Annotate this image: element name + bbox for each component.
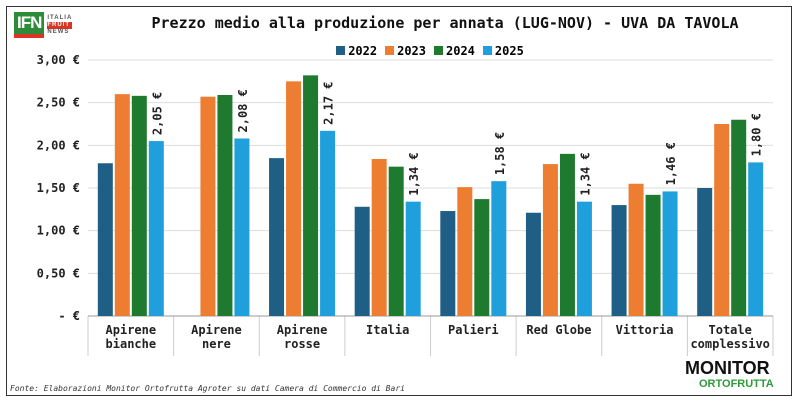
legend: 2022 2023 2024 2025 [0,44,800,58]
legend-swatch [385,46,395,55]
bar-2022-5 [525,212,541,316]
legend-swatch [336,46,346,55]
data-label: 1,80 € [750,113,764,156]
data-label: 1,34 € [407,152,421,195]
y-tick-label: 3,00 € [37,53,80,67]
x-tick-label: Apirene [277,323,328,337]
bar-2024-6 [645,194,661,316]
bar-2022-2 [269,158,285,316]
bar-2023-0 [114,94,130,316]
bar-2023-7 [714,124,730,316]
x-tick-label: Apirene [191,323,242,337]
x-tick-label: Italia [366,323,409,337]
legend-label: 2025 [494,44,524,58]
bar-2025-2 [320,130,336,316]
y-tick-label: 0,50 € [37,266,80,280]
bar-2025-0 [148,141,164,316]
bar-2024-1 [217,94,233,316]
legend-label: 2022 [348,44,378,58]
x-tick-label: bianche [106,337,157,351]
legend-swatch [482,46,492,55]
bar-2024-2 [303,75,319,316]
bar-2022-3 [354,206,370,316]
chart-title: Prezzo medio alla produzione per annata … [151,14,739,32]
bar-2023-6 [628,183,644,316]
y-tick-label: - € [58,309,80,323]
bar-2023-2 [286,81,302,316]
bar-2025-4 [491,181,507,316]
bar-2022-7 [697,188,713,316]
logo-line2: FRUIT [47,21,73,29]
logo-main: IFN [14,12,45,38]
x-tick-label: Apirene [106,323,157,337]
x-tick-label: Vittoria [616,323,674,337]
bar-2024-3 [388,166,404,316]
brand-line2: ORTOFRUTTA [699,378,774,390]
bar-2025-1 [234,138,250,316]
x-tick-label: nere [202,337,231,351]
bar-2023-3 [371,158,387,316]
legend-label: 2024 [446,44,475,58]
y-tick-label: 1,00 € [37,224,80,238]
data-label: 1,58 € [493,132,507,175]
brand-line1: MONITOR [685,358,770,378]
chart-frame [6,6,792,396]
bar-2024-4 [474,199,490,316]
x-tick-label: Palieri [448,323,499,337]
logo-line3: NEWS [47,28,70,35]
y-tick-label: 1,50 € [37,181,80,195]
data-label: 1,34 € [578,152,592,195]
y-tick-label: 2,00 € [37,138,80,152]
bar-2025-6 [662,191,678,316]
x-tick-label: Totale [709,323,752,337]
legend-item-2023: 2023 [385,44,426,58]
bar-2022-0 [97,163,113,316]
source-note: Fonte: Elaborazioni Monitor Ortofrutta A… [10,384,405,393]
data-label: 2,08 € [236,89,250,132]
legend-swatch [434,46,443,55]
bar-2024-0 [131,95,147,316]
y-tick-label: 2,50 € [37,96,80,110]
bar-2023-4 [457,187,473,316]
monitor-ortofrutta-logo: MONITOR ORTOFRUTTA [685,358,774,392]
legend-item-2025: 2025 [482,44,524,58]
x-tick-label: complessivo [690,337,769,351]
legend-label: 2023 [397,44,426,58]
data-label: 1,46 € [664,142,678,185]
legend-item-2022: 2022 [336,44,377,58]
ifn-logo: IFN ITALIA FRUIT NEWS [14,12,73,38]
bar-2025-3 [405,201,421,316]
logo-line1: ITALIA [47,14,73,21]
bar-2024-5 [559,153,575,316]
bar-2025-5 [576,201,592,316]
bar-2022-4 [440,211,456,316]
bar-2023-5 [542,164,558,316]
data-label: 2,17 € [322,81,336,124]
bar-2025-7 [748,162,764,316]
bar-2023-1 [200,96,216,317]
x-tick-label: rosse [284,337,320,351]
legend-item-2024: 2024 [434,44,475,58]
data-label: 2,05 € [150,92,164,135]
bar-2022-6 [611,205,627,316]
x-tick-label: Red Globe [526,323,591,337]
bar-2024-7 [731,119,747,316]
